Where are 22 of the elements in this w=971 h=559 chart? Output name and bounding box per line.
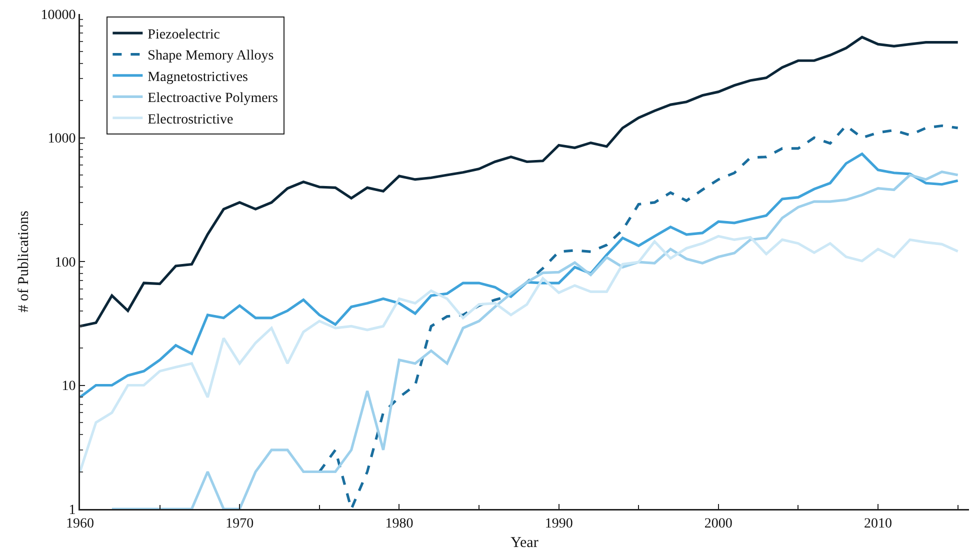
legend-label: Piezoelectric bbox=[148, 28, 220, 43]
line-series bbox=[110, 170, 960, 509]
x-tick-label: 2010 bbox=[864, 516, 892, 532]
line-series bbox=[80, 152, 960, 399]
y-tick-label: 1 bbox=[68, 502, 76, 518]
x-tick-label: 2000 bbox=[704, 516, 732, 532]
legend-label: Electrostrictive bbox=[148, 112, 234, 128]
y-tick-label: 1000 bbox=[48, 132, 76, 147]
line-series bbox=[318, 124, 960, 509]
y-tick-label: 10000 bbox=[40, 8, 76, 23]
x-tick-label: 1960 bbox=[66, 516, 94, 532]
legend-label: Shape Memory Alloys bbox=[148, 48, 274, 64]
line-series bbox=[80, 234, 960, 474]
legend-label: Magnetostrictives bbox=[148, 70, 248, 85]
y-tick-label: 100 bbox=[54, 255, 76, 270]
x-tick-label: 1970 bbox=[226, 516, 254, 532]
x-tick-label: 1980 bbox=[385, 516, 414, 532]
y-axis-title: # of Publications bbox=[16, 210, 32, 312]
x-tick-label: 1990 bbox=[544, 516, 573, 532]
legend-label: Electroactive Polymers bbox=[148, 91, 278, 106]
y-tick-label: 10 bbox=[62, 379, 76, 394]
x-axis-title: Year bbox=[510, 535, 538, 552]
